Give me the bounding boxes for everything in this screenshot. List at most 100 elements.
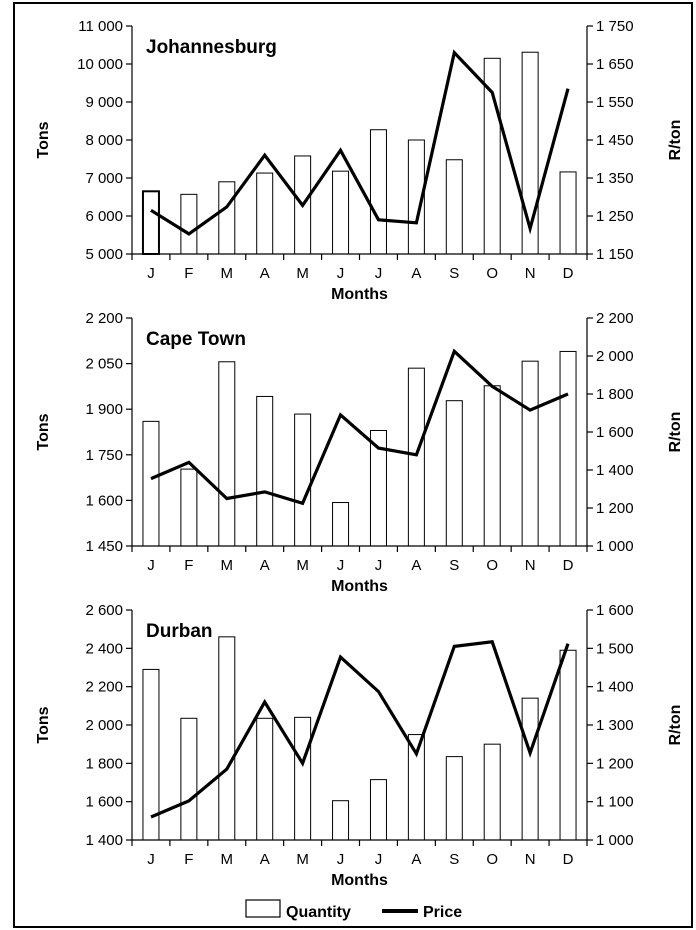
left-tick-label: 1 600 [85,492,123,509]
left-tick-label: 1 750 [85,447,123,464]
left-axis-label: Tons [35,706,52,743]
x-tick-label: M [296,557,309,574]
right-tick-label: 1 200 [596,755,634,772]
right-tick-label: 1 550 [596,94,634,111]
x-tick-label: A [260,557,270,574]
quantity-bar [483,385,501,547]
quantity-bar [180,193,198,255]
x-tick-label: A [260,851,270,868]
left-tick-label: 2 400 [85,640,123,657]
x-tick-label: A [411,557,421,574]
left-axis-label: Tons [35,413,52,450]
x-tick-label: S [449,265,459,282]
right-tick-label: 1 250 [596,208,634,225]
panel-title: Johannesburg [146,37,277,58]
chart-frame [13,2,693,928]
quantity-bar [407,367,425,547]
right-tick-label: 1 450 [596,132,634,149]
right-tick-label: 1 500 [596,640,634,657]
legend-price-label: Price [423,904,462,921]
quantity-bar [521,697,539,841]
right-tick-label: 1 100 [596,794,634,811]
x-tick-label: O [486,851,498,868]
panel-title: Durban [146,621,213,642]
legend-quantity-label: Quantity [286,904,351,921]
right-tick-label: 1 300 [596,717,634,734]
quantity-bar [180,717,198,841]
quantity-bar [332,502,350,547]
quantity-bar [369,129,387,255]
left-axis-label: Tons [35,121,52,158]
quantity-bar [256,395,274,547]
x-tick-label: S [449,557,459,574]
right-axis-label: R/ton [667,120,684,161]
right-tick-label: 1 350 [596,170,634,187]
right-axis-label: R/ton [667,412,684,453]
x-tick-label: J [147,557,155,574]
left-tick-label: 8 000 [85,132,123,149]
x-tick-label: J [375,557,383,574]
right-tick-label: 1 800 [596,386,634,403]
x-tick-label: M [296,265,309,282]
left-tick-label: 1 400 [85,832,123,849]
x-tick-label: D [563,851,574,868]
left-tick-label: 11 000 [78,18,123,35]
x-tick-label: M [221,851,234,868]
x-axis-label: Months [331,578,388,595]
left-tick-label: 2 600 [85,602,123,619]
left-tick-label: 1 600 [85,794,123,811]
panel-title: Cape Town [146,329,246,350]
quantity-bar [294,413,312,547]
quantity-bar [559,350,577,547]
x-tick-label: A [411,265,421,282]
left-tick-label: 6 000 [85,208,123,225]
left-tick-label: 2 000 [85,717,123,734]
x-tick-label: M [221,557,234,574]
quantity-bar [483,743,501,841]
right-tick-label: 1 400 [596,679,634,696]
x-tick-label: N [525,265,536,282]
left-tick-label: 2 050 [85,356,123,373]
x-tick-label: F [184,557,193,574]
x-tick-label: F [184,851,193,868]
right-tick-label: 1 000 [596,832,634,849]
right-tick-label: 1 200 [596,500,634,517]
chart-panel-2: 1 450 1 600 1 750 1 900 2 050 2 200 1 000 1 200… [35,310,684,595]
x-tick-label: J [337,557,345,574]
quantity-bar [332,170,350,255]
legend: Quantity Price [245,899,462,921]
quantity-bar [521,360,539,547]
right-tick-label: 1 400 [596,462,634,479]
right-axis-label: R/ton [667,705,684,746]
quantity-bar [180,468,198,547]
x-tick-label: J [147,265,155,282]
price-line [150,640,570,819]
x-tick-label: M [296,851,309,868]
quantity-bar [218,181,236,255]
quantity-bar [332,800,350,841]
quantity-bar [445,400,463,547]
x-tick-label: O [486,265,498,282]
left-tick-label: 1 800 [85,755,123,772]
chart-panel-3: 1 400 1 600 1 800 2 000 2 200 2 400 2 600 1 000… [35,602,684,889]
x-tick-label: N [525,557,536,574]
left-tick-label: 7 000 [85,170,123,187]
right-tick-label: 1 600 [596,602,634,619]
x-axis-label: Months [331,286,388,303]
x-tick-label: M [221,265,234,282]
right-tick-label: 1 750 [596,18,634,35]
right-tick-label: 1 150 [596,246,634,263]
x-tick-label: D [563,265,574,282]
x-tick-label: J [337,851,345,868]
right-tick-label: 2 000 [596,348,634,365]
quantity-bar [559,171,577,255]
x-tick-label: A [260,265,270,282]
left-tick-label: 5 000 [85,246,123,263]
x-tick-label: J [147,851,155,868]
x-tick-label: J [375,851,383,868]
price-line [150,348,569,506]
quantity-bar [142,420,160,547]
right-tick-label: 1 600 [596,424,634,441]
left-tick-label: 1 450 [85,538,123,555]
